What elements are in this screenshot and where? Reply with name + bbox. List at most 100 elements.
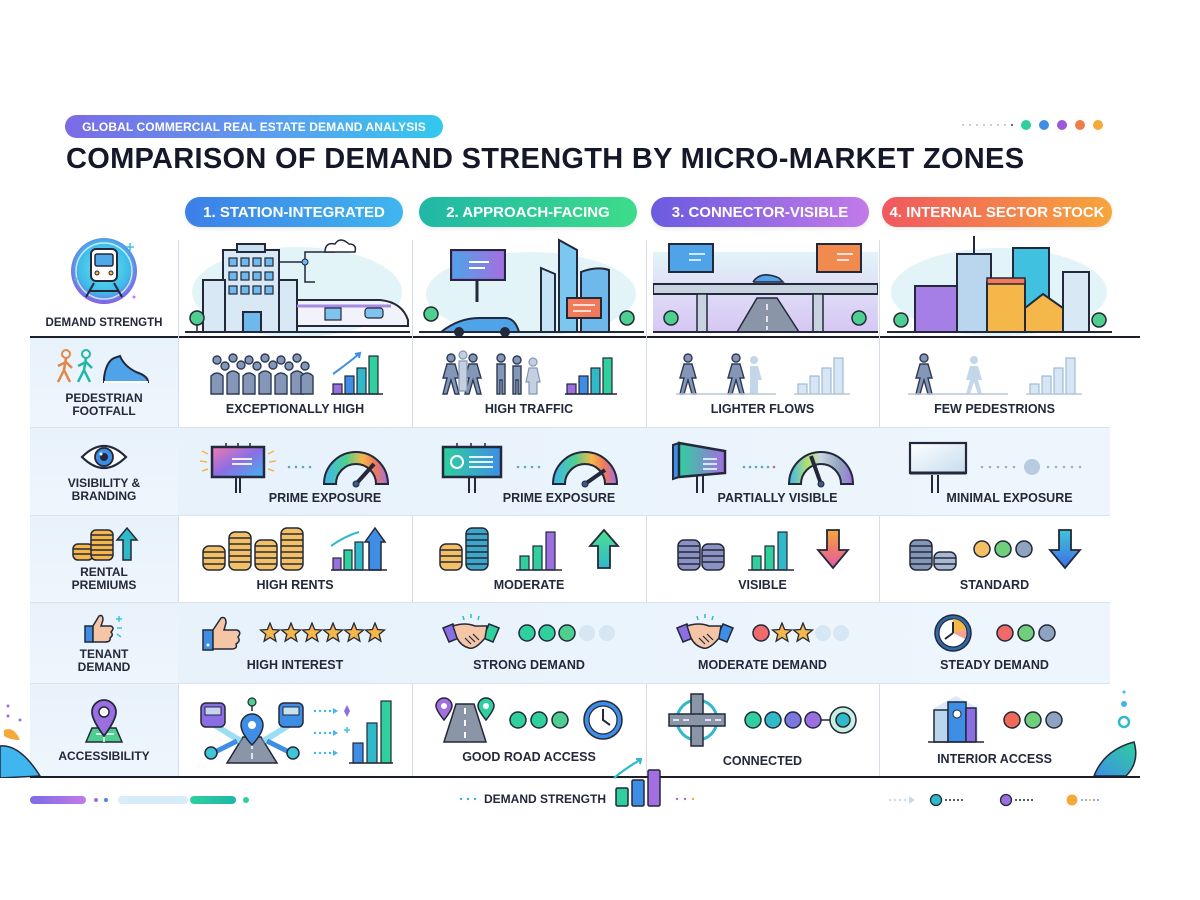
row-tenant-demand: TENANT DEMAND (30, 603, 1110, 683)
cell-station-tenant: HIGH INTEREST (178, 603, 412, 683)
dotted-line-dot-icon (980, 458, 1081, 475)
dotted-connector-icon (742, 465, 775, 468)
dotted-connector-icon (516, 465, 541, 468)
row-divider (30, 683, 1110, 684)
three-dots-icon (1002, 711, 1063, 729)
page-title: COMPARISON OF DEMAND STRENGTH BY MICRO-M… (66, 143, 1025, 175)
rising-bar-chart-icon (331, 351, 383, 395)
coin-stacks-icon (439, 527, 489, 571)
decorative-leaf-right (1092, 690, 1137, 777)
three-of-five-dots-icon (518, 624, 615, 642)
cell-station-accessibility (178, 684, 412, 776)
cell-approach-pedestrian: HIGH TRAFFIC (412, 338, 646, 427)
column-header-approach-facing: 2. APPROACH-FACING (419, 197, 637, 227)
crowd-icon (210, 352, 314, 395)
down-arrow-icon (1047, 529, 1082, 570)
decorative-dots (962, 120, 1103, 130)
corner-cell: DEMAND STRENGTH (30, 228, 178, 337)
cell-internal-visibility: MINIMAL EXPOSURE (879, 428, 1110, 515)
cell-approach-accessibility: GOOD ROAD ACCESS (412, 684, 646, 776)
six-stars-icon (259, 622, 387, 643)
column-headers: 1. STATION-INTEGRATED 2. APPROACH-FACING… (30, 195, 1112, 229)
three-dots-icon (972, 540, 1033, 558)
arrows-to-chart-icon (313, 700, 393, 764)
thumbs-up-icon (202, 616, 241, 651)
row-label-visibility-branding: VISIBILITY & BRANDING (30, 428, 178, 515)
cell-internal-pedestrian: FEW PEDESTRIONS (879, 338, 1110, 427)
dot-two-stars-icon (751, 622, 849, 643)
eye-icon (80, 444, 128, 469)
rising-chart-arrow-icon (330, 526, 387, 571)
row-label-tenant-demand: TENANT DEMAND (30, 603, 178, 683)
row-divider (30, 602, 1110, 603)
column-header-internal-sector-stock: 4. INTERNAL SECTOR STOCK (882, 197, 1112, 227)
cell-station-visibility: PRIME EXPOSURE (178, 428, 412, 515)
glowing-billboard-icon (199, 442, 277, 493)
three-dots-icon (995, 624, 1056, 642)
row-divider (30, 515, 1110, 516)
bar-chart-icon (565, 356, 617, 395)
metro-train-icon (71, 238, 137, 304)
cell-approach-rental: MODERATE (412, 516, 646, 602)
map-pin-icon (84, 698, 124, 743)
row-visibility-branding: VISIBILITY & BRANDING (30, 428, 1110, 515)
gauge-high-icon (322, 450, 390, 487)
faded-bar-chart-icon (1025, 356, 1082, 395)
dotted-tail-icon (675, 797, 695, 801)
dotted-lead-icon (459, 797, 477, 801)
cell-connector-pedestrian: LIGHTER FLOWS (646, 338, 879, 427)
silver-coin-stacks-icon (908, 539, 957, 571)
row-label-rental-premiums: RENTAL PREMIUMS (30, 516, 178, 602)
blank-billboard-icon (908, 441, 967, 493)
row-divider (30, 427, 1110, 428)
coins-up-arrow-icon (72, 526, 139, 561)
dotted-connector-icon (287, 465, 312, 468)
cell-approach-visibility: PRIME EXPOSURE (412, 428, 646, 515)
header-divider (30, 336, 1140, 338)
row-accessibility: ACCESSIBILITY (30, 684, 1110, 776)
handshake-icon (442, 614, 500, 650)
neighborhood-buildings-illustration (882, 232, 1116, 336)
interchange-icon (667, 693, 726, 747)
footer-legend: DEMAND STRENGTH (458, 758, 698, 808)
row-label-pedestrian-footfall: PEDESTRIAN FOOTFALL (30, 338, 178, 427)
gauge-medium-icon (787, 450, 854, 487)
connected-dots-icon (743, 706, 857, 734)
coin-stacks-icon (202, 527, 304, 571)
billboard-car-towers-illustration (414, 232, 648, 336)
corner-label: DEMAND STRENGTH (45, 317, 163, 329)
clock-gauge-icon (933, 614, 972, 652)
single-walker-icon (907, 352, 1008, 395)
walking-groups-icon (442, 349, 541, 395)
subtitle-pill: GLOBAL COMMERCIAL REAL ESTATE DEMAND ANA… (65, 115, 443, 138)
road-pins-icon (435, 697, 495, 743)
up-arrow-icon (588, 528, 620, 569)
station-office-train-illustration (180, 232, 414, 336)
clock-icon (583, 700, 623, 740)
header-illustration-row: DEMAND STRENGTH (30, 228, 1112, 337)
demand-strength-bars-icon (613, 758, 661, 807)
cell-station-rental: HIGH RENTS (178, 516, 412, 602)
legend-label: DEMAND STRENGTH (484, 792, 606, 806)
gauge-high-icon (551, 450, 619, 487)
cell-approach-tenant: STRONG DEMAND (412, 603, 646, 683)
cell-station-pedestrian: EXCEPTIONALLY HIGH (178, 338, 412, 427)
footer-divider (30, 776, 1140, 778)
billboard-icon (441, 442, 503, 493)
footer-progress-decor (30, 796, 249, 804)
angled-billboard-icon (671, 441, 726, 493)
three-dots-icon (509, 711, 569, 729)
two-walkers-icon (675, 352, 776, 395)
cell-connector-tenant: MODERATE DEMAND (646, 603, 879, 683)
down-arrow-icon (815, 529, 850, 570)
handshake-icon (675, 614, 734, 650)
cell-internal-accessibility: INTERIOR ACCESS (879, 684, 1110, 776)
column-header-connector-visible: 3. CONNECTOR-VISIBLE (651, 197, 869, 227)
bar-chart-icon (516, 531, 562, 571)
transit-hub-icon (200, 697, 304, 764)
cell-connector-rental: VISIBLE (646, 516, 879, 602)
faded-bar-chart-icon (793, 356, 850, 395)
column-header-station-integrated: 1. STATION-INTEGRATED (185, 197, 403, 227)
pedestrians-shoe-icon (56, 348, 150, 383)
row-label-accessibility: ACCESSIBILITY (30, 684, 178, 776)
